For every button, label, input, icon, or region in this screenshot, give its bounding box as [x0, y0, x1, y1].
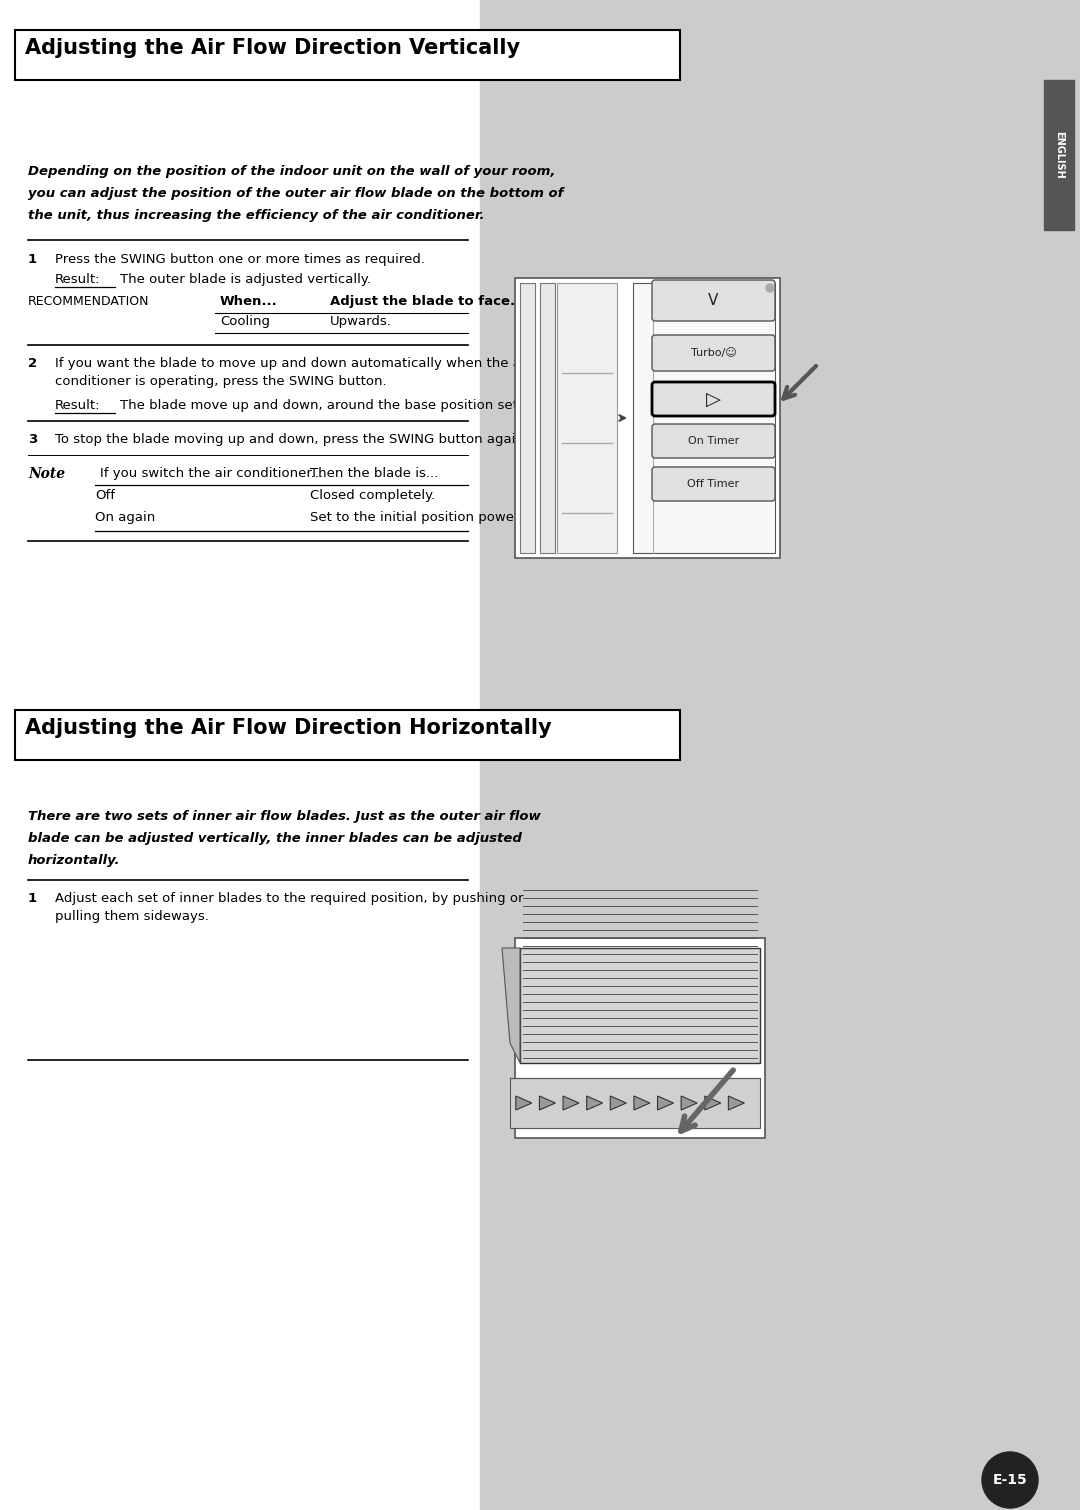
- Text: E-15: E-15: [993, 1472, 1027, 1487]
- Text: Adjust the blade to face...: Adjust the blade to face...: [330, 294, 525, 308]
- Text: Adjust each set of inner blades to the required position, by pushing or: Adjust each set of inner blades to the r…: [55, 892, 524, 904]
- Text: ENGLISH: ENGLISH: [1054, 131, 1064, 178]
- Bar: [540, 282, 555, 553]
- Text: Set to the initial position powered.: Set to the initial position powered.: [310, 510, 540, 524]
- FancyBboxPatch shape: [652, 335, 775, 371]
- Polygon shape: [658, 1096, 674, 1110]
- FancyBboxPatch shape: [652, 424, 775, 458]
- Text: Result:: Result:: [55, 273, 100, 285]
- Text: 1: 1: [28, 254, 37, 266]
- Text: Off Timer: Off Timer: [688, 479, 740, 489]
- Text: Adjusting the Air Flow Direction Vertically: Adjusting the Air Flow Direction Vertica…: [25, 38, 521, 57]
- Bar: [1044, 80, 1074, 230]
- Polygon shape: [728, 1096, 744, 1110]
- Polygon shape: [539, 1096, 555, 1110]
- Text: you can adjust the position of the outer air flow blade on the bottom of: you can adjust the position of the outer…: [28, 187, 564, 199]
- Bar: [519, 282, 535, 553]
- Text: Off: Off: [95, 489, 114, 501]
- FancyBboxPatch shape: [15, 30, 680, 80]
- Text: Closed completely.: Closed completely.: [310, 489, 435, 501]
- Polygon shape: [502, 948, 519, 1063]
- Text: Press the SWING button one or more times as required.: Press the SWING button one or more times…: [55, 254, 426, 266]
- Text: ▷: ▷: [706, 390, 721, 409]
- Polygon shape: [563, 1096, 579, 1110]
- Text: conditioner is operating, press the SWING button.: conditioner is operating, press the SWIN…: [55, 374, 387, 388]
- Text: 3: 3: [28, 433, 37, 445]
- Text: RECOMMENDATION: RECOMMENDATION: [28, 294, 149, 308]
- Text: Cooling: Cooling: [220, 316, 270, 328]
- Text: Depending on the position of the indoor unit on the wall of your room,: Depending on the position of the indoor …: [28, 165, 555, 178]
- Bar: [519, 948, 760, 1063]
- Text: Adjusting the Air Flow Direction Horizontally: Adjusting the Air Flow Direction Horizon…: [25, 717, 552, 738]
- Text: V: V: [708, 293, 718, 308]
- Text: If you want the blade to move up and down automatically when the air: If you want the blade to move up and dow…: [55, 356, 530, 370]
- FancyBboxPatch shape: [652, 382, 775, 415]
- Text: Result:: Result:: [55, 399, 100, 412]
- Bar: [515, 938, 765, 1139]
- Text: the unit, thus increasing the efficiency of the air conditioner.: the unit, thus increasing the efficiency…: [28, 208, 485, 222]
- Polygon shape: [586, 1096, 603, 1110]
- Circle shape: [982, 1453, 1038, 1508]
- Circle shape: [766, 284, 774, 291]
- Polygon shape: [634, 1096, 650, 1110]
- Text: Note: Note: [28, 467, 65, 482]
- Text: 1: 1: [28, 892, 37, 904]
- Polygon shape: [681, 1096, 698, 1110]
- Text: When...: When...: [220, 294, 278, 308]
- Polygon shape: [705, 1096, 720, 1110]
- FancyBboxPatch shape: [15, 710, 680, 760]
- Bar: [557, 282, 617, 553]
- FancyBboxPatch shape: [652, 467, 775, 501]
- Text: blade can be adjusted vertically, the inner blades can be adjusted: blade can be adjusted vertically, the in…: [28, 832, 522, 846]
- Text: 2: 2: [28, 356, 37, 370]
- Text: If you switch the air conditioner...: If you switch the air conditioner...: [100, 467, 323, 480]
- Text: There are two sets of inner air flow blades. Just as the outer air flow: There are two sets of inner air flow bla…: [28, 809, 541, 823]
- Bar: [633, 282, 775, 553]
- Text: To stop the blade moving up and down, press the SWING button again.: To stop the blade moving up and down, pr…: [55, 433, 528, 445]
- Text: The outer blade is adjusted vertically.: The outer blade is adjusted vertically.: [120, 273, 372, 285]
- Text: Upwards.: Upwards.: [330, 316, 392, 328]
- Text: Then the blade is...: Then the blade is...: [310, 467, 438, 480]
- Text: pulling them sideways.: pulling them sideways.: [55, 911, 208, 923]
- Bar: [510, 1078, 760, 1128]
- Text: horizontally.: horizontally.: [28, 855, 121, 867]
- Text: The blade move up and down, around the base position set.: The blade move up and down, around the b…: [120, 399, 522, 412]
- Bar: [480, 0, 1080, 1510]
- Text: On again: On again: [95, 510, 156, 524]
- Text: Turbo/☺: Turbo/☺: [690, 347, 737, 358]
- Text: On Timer: On Timer: [688, 436, 739, 445]
- Bar: [515, 278, 780, 559]
- Polygon shape: [610, 1096, 626, 1110]
- FancyBboxPatch shape: [652, 279, 775, 322]
- Polygon shape: [516, 1096, 531, 1110]
